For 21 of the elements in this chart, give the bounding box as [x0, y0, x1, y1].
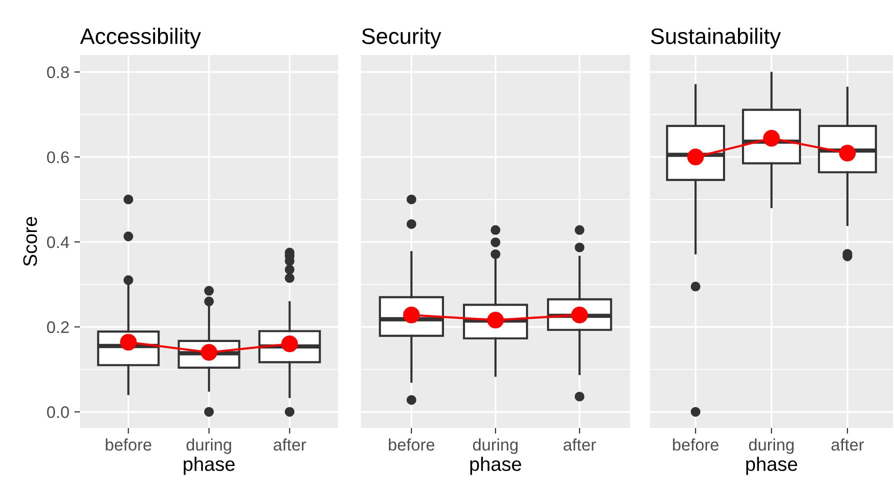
x-tick-label: during	[749, 438, 794, 454]
chart-title: Accessibility	[80, 28, 201, 48]
x-axis-title: phase	[184, 456, 235, 475]
x-tick-label: after	[274, 438, 306, 451]
y-tick-label: 0.4	[47, 236, 70, 248]
x-axis-title: phase	[746, 456, 798, 475]
x-tick-label: before	[673, 438, 718, 451]
y-tick-label: 0.2	[47, 321, 69, 334]
chart-title: Sustainability	[651, 28, 781, 48]
x-tick-label: after	[831, 438, 864, 451]
x-tick-label: after	[564, 438, 596, 451]
y-tick-label: 0.0	[47, 406, 69, 418]
y-tick-label: 0.8	[47, 66, 69, 78]
x-tick-label: during	[473, 438, 518, 454]
x-axis-title: phase	[470, 456, 522, 475]
y-tick-label: 0.6	[47, 151, 69, 164]
x-tick-label: before	[388, 438, 434, 451]
chart-title: Security	[362, 28, 442, 48]
x-tick-label: during	[186, 438, 232, 454]
x-tick-label: before	[106, 438, 152, 451]
y-axis-title: Score	[23, 216, 38, 266]
